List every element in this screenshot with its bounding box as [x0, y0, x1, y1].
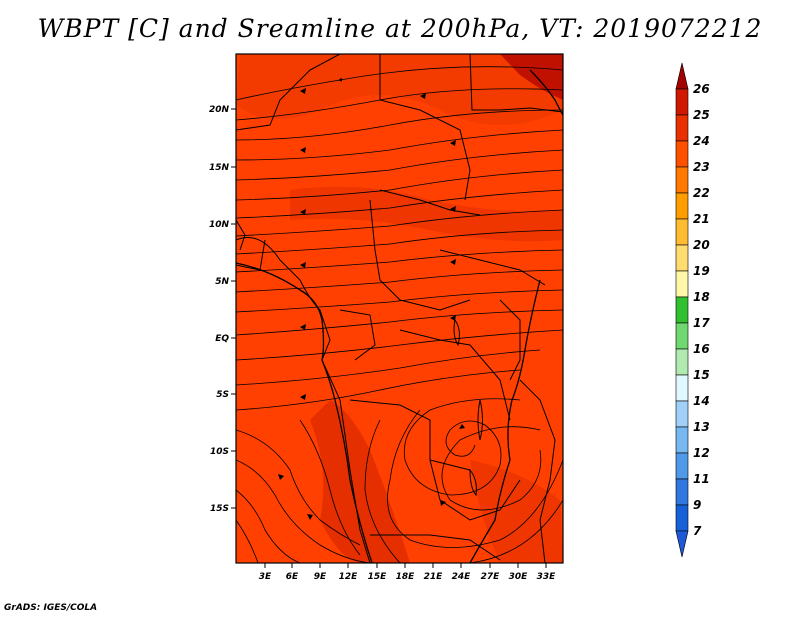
- colorbar: 26 25 24 23 22 21 20 19 18 17 16 15 14 13 12 11 9 7: [675, 62, 710, 558]
- colorbar-label: 13: [693, 420, 710, 434]
- country-borders: [236, 54, 563, 563]
- colorbar-label: 20: [693, 238, 710, 252]
- colorbar-swatch: [675, 400, 689, 428]
- lon-tick-label: 9E: [314, 572, 327, 582]
- lat-tick-label: 15N: [209, 163, 230, 173]
- lakes: [453, 318, 483, 497]
- colorbar-swatch: [675, 88, 689, 116]
- colorbar-upper-triangle: [675, 62, 689, 90]
- colorbar-swatch: [675, 374, 689, 402]
- lat-tick-label: 20N: [209, 105, 230, 115]
- colorbar-label: 26: [693, 82, 710, 96]
- colorbar-swatch: [675, 218, 689, 246]
- warm-region-south: [310, 400, 410, 563]
- colorbar-swatch: [675, 140, 689, 168]
- lon-tick-label: 30E: [509, 572, 529, 582]
- colorbar-swatch: [675, 166, 689, 194]
- warm-region-southeast: [470, 460, 563, 563]
- longitude-axis: 3E 6E 9E 12E 15E 18E 21E 24E 27E 30E 33E: [259, 563, 556, 582]
- colorbar-swatch: [675, 504, 689, 532]
- colorbar-swatch: [675, 426, 689, 454]
- colorbar-label: 23: [693, 160, 710, 174]
- streamlines: [236, 66, 563, 563]
- colorbar-label: 12: [693, 446, 710, 460]
- colorbar-label: 7: [693, 524, 702, 538]
- lon-tick-label: 24E: [452, 572, 472, 582]
- latitude-axis: 20N 15N 10N 5N EQ 5S 10S 15S: [209, 105, 236, 514]
- colorbar-label: 19: [693, 264, 710, 278]
- colorbar-swatch: [675, 244, 689, 272]
- lat-tick-label: 10S: [210, 447, 229, 457]
- lon-tick-label: 21E: [424, 572, 444, 582]
- colorbar-swatch: [675, 192, 689, 220]
- map-area: [236, 54, 563, 563]
- lat-tick-label: 5S: [216, 390, 229, 400]
- lon-tick-label: 3E: [259, 572, 272, 582]
- colorbar-label: 11: [693, 472, 710, 486]
- lon-tick-label: 15E: [368, 572, 388, 582]
- colorbar-label: 24: [693, 134, 710, 148]
- colorbar-swatch: [675, 478, 689, 506]
- lon-tick-label: 18E: [396, 572, 416, 582]
- colorbar-label: 9: [693, 498, 701, 512]
- colorbar-swatch: [675, 296, 689, 324]
- colorbar-label: 21: [693, 212, 710, 226]
- colorbar-label: 14: [693, 394, 710, 408]
- colorbar-label: 16: [693, 342, 710, 356]
- colorbar-swatch: [675, 452, 689, 480]
- lon-tick-label: 33E: [537, 572, 557, 582]
- lat-tick-label: EQ: [215, 334, 229, 344]
- footer-credit: GrADS: IGES/COLA: [4, 603, 98, 613]
- lon-tick-label: 12E: [339, 572, 359, 582]
- streamline-arrows: [278, 88, 465, 520]
- colorbar-swatch: [675, 348, 689, 376]
- lon-tick-label: 27E: [481, 572, 501, 582]
- chart-title: WBPT [C] and Sreamline at 200hPa, VT: 20…: [37, 14, 763, 43]
- colorbar-label: 15: [693, 368, 710, 382]
- colorbar-label: 22: [693, 186, 710, 200]
- warm-region-north: [236, 54, 563, 125]
- colorbar-label: 17: [693, 316, 710, 330]
- coastlines: [236, 69, 563, 563]
- lat-tick-label: 15S: [210, 504, 229, 514]
- lat-tick-label: 10N: [209, 220, 230, 230]
- colorbar-lower-triangle: [675, 530, 689, 558]
- lat-tick-label: 5N: [215, 277, 229, 287]
- colorbar-label: 18: [693, 290, 710, 304]
- warm-band-10n: [290, 186, 563, 242]
- colorbar-label: 25: [693, 108, 710, 122]
- lon-tick-label: 6E: [286, 572, 299, 582]
- colorbar-swatch: [675, 114, 689, 142]
- colorbar-swatch: [675, 270, 689, 298]
- map-frame: [235, 53, 564, 564]
- colorbar-swatch: [675, 322, 689, 350]
